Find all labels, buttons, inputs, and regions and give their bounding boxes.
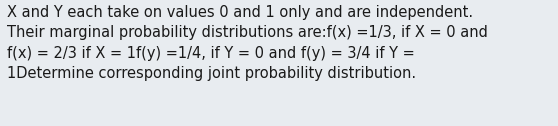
Text: X and Y each take on values 0 and 1 only and are independent.
Their marginal pro: X and Y each take on values 0 and 1 only… xyxy=(7,5,488,81)
